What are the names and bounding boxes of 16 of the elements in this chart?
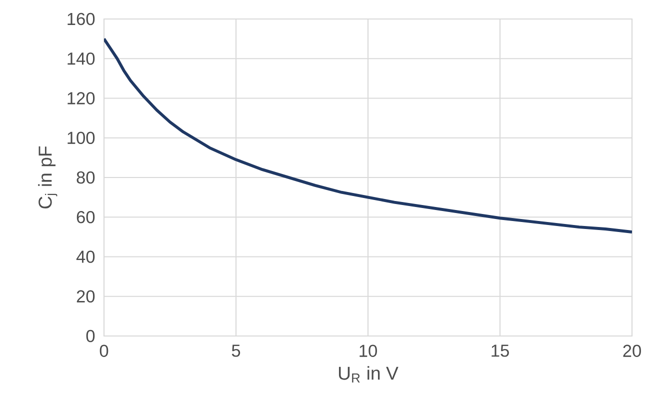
- y-tick-label: 160: [68, 12, 95, 26]
- y-axis-title: C$_{j}$ in pF: [38, 146, 58, 208]
- y-tick-label: 40: [76, 250, 95, 263]
- y-tick-label: 60: [76, 210, 95, 224]
- y-tick-label: 80: [76, 171, 95, 184]
- y-tick-label: 120: [68, 92, 95, 104]
- y-tick-label: 20: [76, 290, 95, 303]
- y-tick-label: 100: [68, 132, 95, 144]
- x-axis-title: U$_{R}$ in V: [338, 366, 398, 383]
- x-tick-label: 5: [232, 344, 240, 357]
- x-tick-label: 20: [623, 344, 641, 357]
- x-tick-label: 10: [360, 344, 377, 357]
- x-tick-label: 15: [492, 344, 509, 357]
- y-tick-label: 140: [68, 52, 95, 65]
- x-tick-label: 0: [100, 344, 108, 357]
- y-tick-label: 0: [86, 330, 95, 342]
